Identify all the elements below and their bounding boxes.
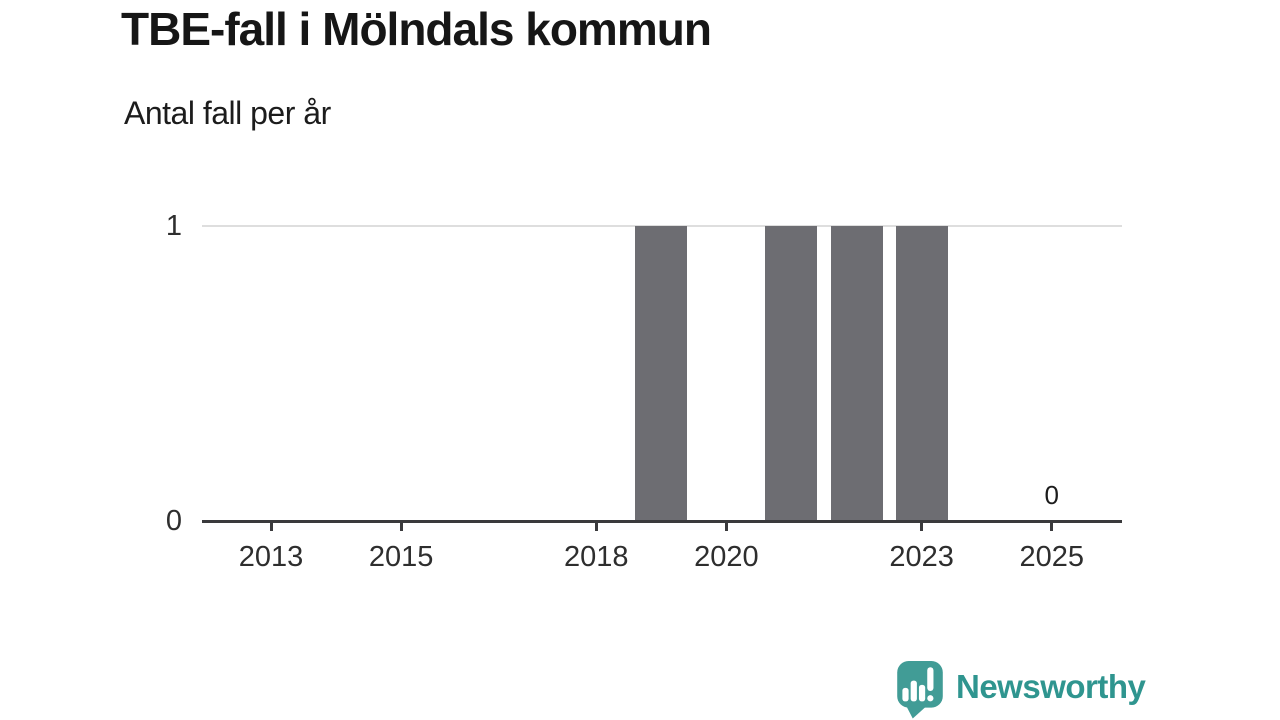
x-tick-label-2025: 2025	[1019, 541, 1084, 573]
x-tick-2025	[1050, 522, 1054, 531]
x-tick-label-2015: 2015	[368, 541, 434, 573]
newsworthy-logo: Newsworthy	[897, 660, 1146, 720]
x-tick-2015	[399, 522, 403, 531]
bar-2022	[830, 226, 883, 521]
newsworthy-brand-name: Newsworthy	[956, 668, 1146, 705]
newsworthy-speech-bubble-barchart-icon	[897, 661, 943, 719]
bar-2019	[635, 226, 688, 521]
chart-title: TBE-fall i Mölndals kommun	[121, 3, 712, 55]
x-tick-label-2023: 2023	[889, 541, 954, 573]
plot-area: 2013 2015 2018 2020 2023 2025 0	[202, 225, 1122, 572]
y-tick-label-1: 1	[165, 210, 182, 242]
x-tick-label-2018: 2018	[564, 541, 629, 573]
data-label-2025: 0	[1044, 480, 1059, 510]
bar-2021	[765, 226, 818, 521]
x-tick-2023	[920, 522, 924, 531]
x-tick-label-2013: 2013	[238, 541, 304, 573]
bar-2023	[895, 226, 948, 521]
x-tick-2020	[724, 522, 728, 531]
x-axis-line	[202, 520, 1122, 523]
chart-subtitle: Antal fall per år	[124, 95, 331, 131]
x-tick-label-2020: 2020	[694, 541, 759, 573]
x-tick-2018	[594, 522, 598, 531]
y-tick-label-0: 0	[165, 505, 182, 537]
x-tick-2013	[269, 522, 273, 531]
